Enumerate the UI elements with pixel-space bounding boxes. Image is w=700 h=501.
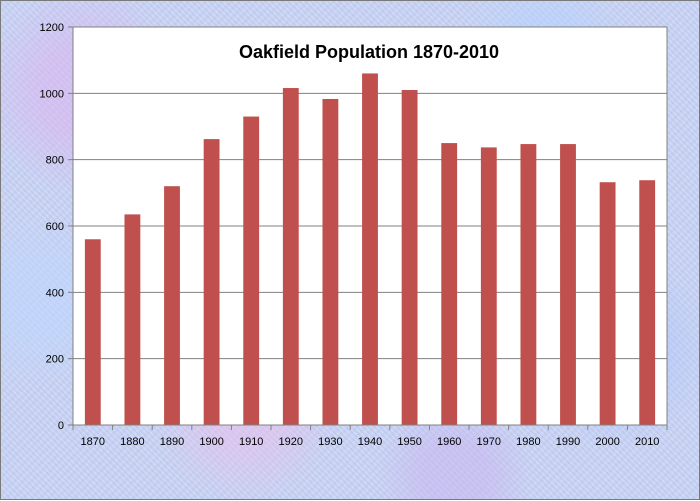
x-tick-label: 1960 — [437, 436, 461, 448]
bar — [441, 143, 458, 426]
x-tick-label: 1940 — [358, 436, 382, 448]
bar — [480, 147, 497, 425]
bar — [520, 144, 537, 425]
x-tick-label: 1970 — [477, 436, 501, 448]
bar-series — [84, 73, 656, 426]
x-tick-label: 1880 — [120, 436, 144, 448]
x-tick-label: 2010 — [635, 436, 659, 448]
bar — [560, 144, 576, 425]
bar — [322, 98, 339, 425]
bar — [362, 73, 378, 425]
x-tick-label: 1900 — [199, 436, 223, 448]
x-tick-label: 1870 — [81, 436, 105, 448]
bar — [243, 116, 260, 426]
x-tick-label: 1950 — [397, 436, 421, 448]
y-tick-label: 600 — [46, 221, 64, 233]
bar — [401, 90, 418, 426]
y-axis-ticks: 0 200 400 600 800 1000 1200 — [40, 22, 73, 432]
y-tick-label: 800 — [46, 155, 64, 167]
x-tick-label: 1910 — [239, 436, 263, 448]
bar — [164, 186, 180, 425]
y-tick-label: 200 — [46, 354, 64, 366]
bar — [639, 180, 656, 425]
x-tick-label: 1930 — [318, 436, 342, 448]
bar — [84, 239, 101, 425]
bar — [124, 214, 141, 425]
x-tick-label: 1890 — [160, 436, 184, 448]
bar — [599, 182, 616, 425]
x-tick-label: 2000 — [595, 436, 619, 448]
bar — [282, 88, 299, 425]
chart-title: Oakfield Population 1870-2010 — [239, 42, 499, 62]
x-tick-label: 1920 — [279, 436, 303, 448]
y-tick-label: 400 — [46, 287, 64, 299]
y-tick-label: 1000 — [40, 88, 64, 100]
x-tick-label: 1990 — [556, 436, 580, 448]
y-tick-label: 0 — [58, 420, 64, 432]
y-tick-label: 1200 — [40, 22, 64, 34]
x-tick-label: 1980 — [516, 436, 540, 448]
x-axis-ticks: 1870 1880 1890 1900 1910 1920 1930 1940 1950 1960… — [72, 425, 668, 448]
bar — [203, 139, 220, 425]
